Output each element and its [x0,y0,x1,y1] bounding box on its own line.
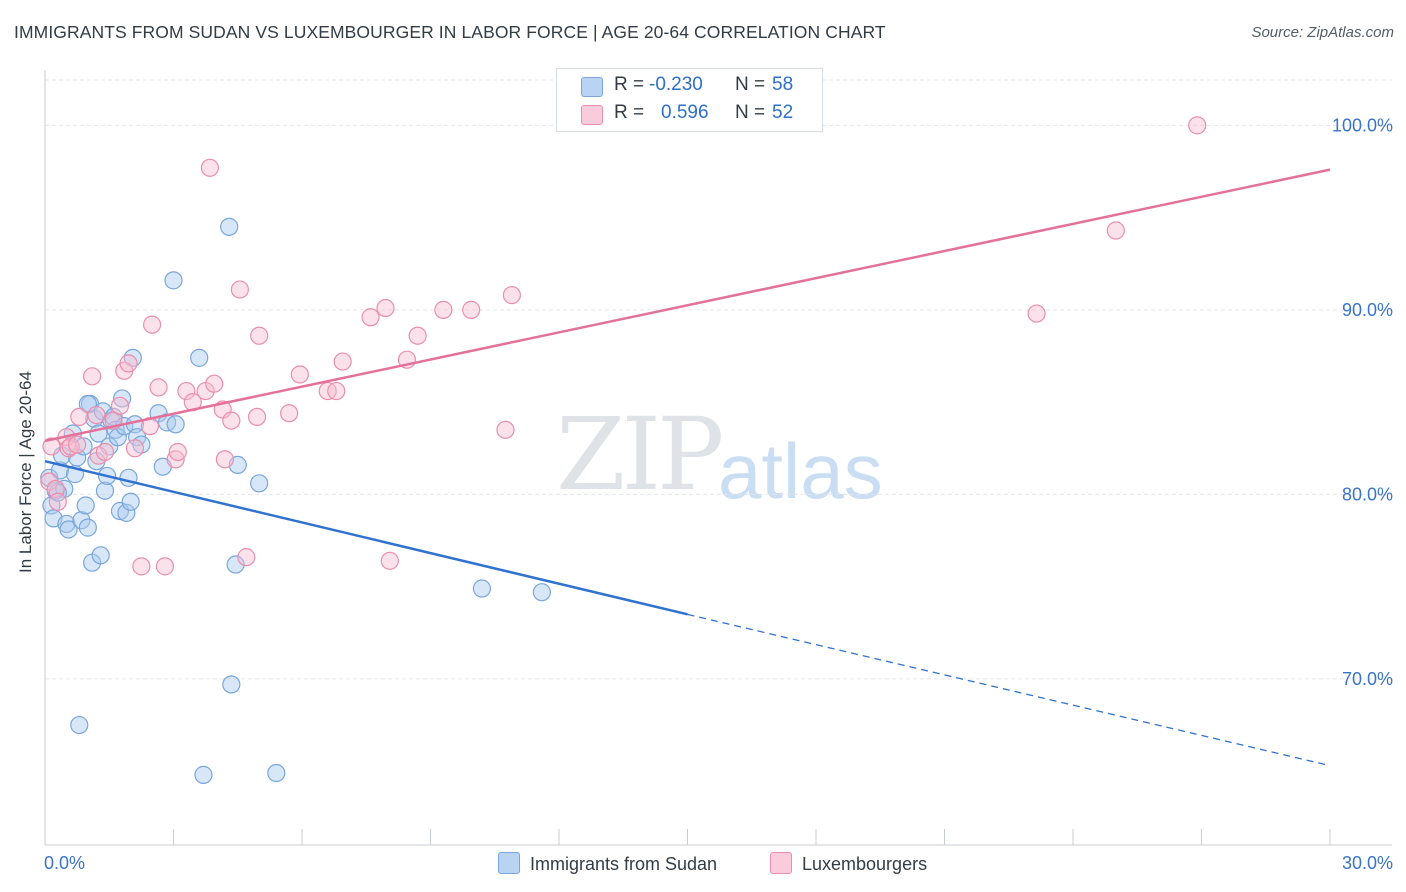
legend-r-value: -0.230 [649,74,703,95]
luxembourger-point [48,492,67,511]
luxembourger-point [166,450,185,469]
legend-item-sudan[interactable]: Immigrants from Sudan [498,852,717,875]
sudan-point [220,217,239,236]
legend-item-luxembourger[interactable]: Luxembourgers [770,852,927,875]
legend-swatch-sudan [581,77,603,97]
luxembourger-point [434,300,453,319]
x-tick-label: 0.0% [44,853,85,873]
legend-n-label: N = [735,74,766,95]
watermark-zip: ZIP [556,396,724,513]
luxembourger-point [380,551,399,570]
luxembourger-point [40,472,59,491]
luxembourger-point [462,300,481,319]
luxembourger-point [1106,221,1125,240]
luxembourger-point [119,354,138,373]
correlation-legend: R = -0.230 N = 58 R = 0.596 N = 52 [556,68,823,132]
luxembourger-point [177,381,196,401]
sudan-point [222,675,241,694]
sudan-point [250,474,269,493]
luxembourger-point [110,396,130,415]
luxembourger-point [70,407,89,427]
luxembourger-point [61,437,80,456]
y-tick-label: 90.0% [1342,300,1393,320]
luxembourger-point [376,298,395,318]
y-tick-label: 100.0% [1332,115,1393,135]
luxembourger-point [215,450,234,469]
sudan-point [74,437,93,456]
luxembourger-point [290,365,309,384]
sudan-point [78,518,97,537]
sudan-point [267,763,286,783]
watermark-atlas: atlas [718,427,883,515]
luxembourger-point [132,557,151,576]
legend-n-label: N = [735,102,766,123]
luxembourger-point [247,407,267,427]
luxembourger-point [327,381,346,401]
legend-swatch-luxembourger [581,105,603,125]
luxembourger-point [155,557,175,576]
luxembourger-point [168,442,187,462]
sudan-point [194,765,213,784]
sudan-point [95,481,115,500]
sudan-point [121,492,140,511]
sudan-point [91,546,110,565]
sudan-point [112,389,132,408]
luxembourger-point [222,411,241,430]
luxembourger-point [361,308,380,327]
luxembourger-point [333,352,352,371]
chart-title: IMMIGRANTS FROM SUDAN VS LUXEMBOURGER IN… [14,22,886,42]
legend-label-luxembourger: Luxembourgers [802,854,928,874]
sudan-trend-extension [687,613,1331,767]
sudan-point [117,503,136,522]
sudan-trend-line [44,459,688,616]
legend-n-value: 52 [772,102,794,123]
luxembourger-point [250,326,269,345]
sudan-point [108,428,127,447]
luxembourger-point [1027,304,1046,323]
sudan-point [76,496,95,515]
luxembourger-point [125,439,145,458]
luxembourger-point [142,315,162,334]
legend-r-value: 0.596 [661,102,709,123]
legend-swatch-sudan [498,852,520,874]
luxembourger-point [68,435,87,454]
luxembourger-trend-line [44,168,1331,443]
luxembourger-point [95,442,115,462]
luxembourger-point [496,420,515,439]
source-credit: Source: ZipAtlas.com [1251,24,1394,41]
luxembourger-point [149,378,168,397]
sudan-point [472,579,491,598]
sudan-point [166,415,185,434]
legend-r-label: R = [614,102,645,123]
luxembourger-point [408,326,427,345]
luxembourger-point [1188,116,1207,135]
y-tick-label: 80.0% [1342,484,1393,504]
luxembourger-point [83,367,102,386]
luxembourger-point [280,404,299,423]
sudan-point [70,715,89,735]
luxembourger-point [237,548,256,567]
luxembourger-point [200,158,220,177]
y-tick-label: 70.0% [1342,669,1393,689]
legend-swatch-luxembourger [770,852,792,874]
y-axis-label: In Labor Force | Age 20-64 [16,371,35,573]
x-tick-label: 30.0% [1342,853,1393,873]
legend-label-sudan: Immigrants from Sudan [530,854,718,874]
sudan-point [59,520,78,539]
luxembourger-point [87,405,106,425]
luxembourger-point [502,286,521,305]
sudan-point [226,555,245,574]
luxembourger-point [230,280,249,299]
sudan-point [72,511,91,530]
legend-r-label: R = [614,74,645,95]
luxembourger-point [205,374,224,393]
sudan-point [164,271,183,290]
sudan-point [190,348,209,367]
legend-n-value: 58 [772,74,794,95]
sudan-point [532,583,551,602]
